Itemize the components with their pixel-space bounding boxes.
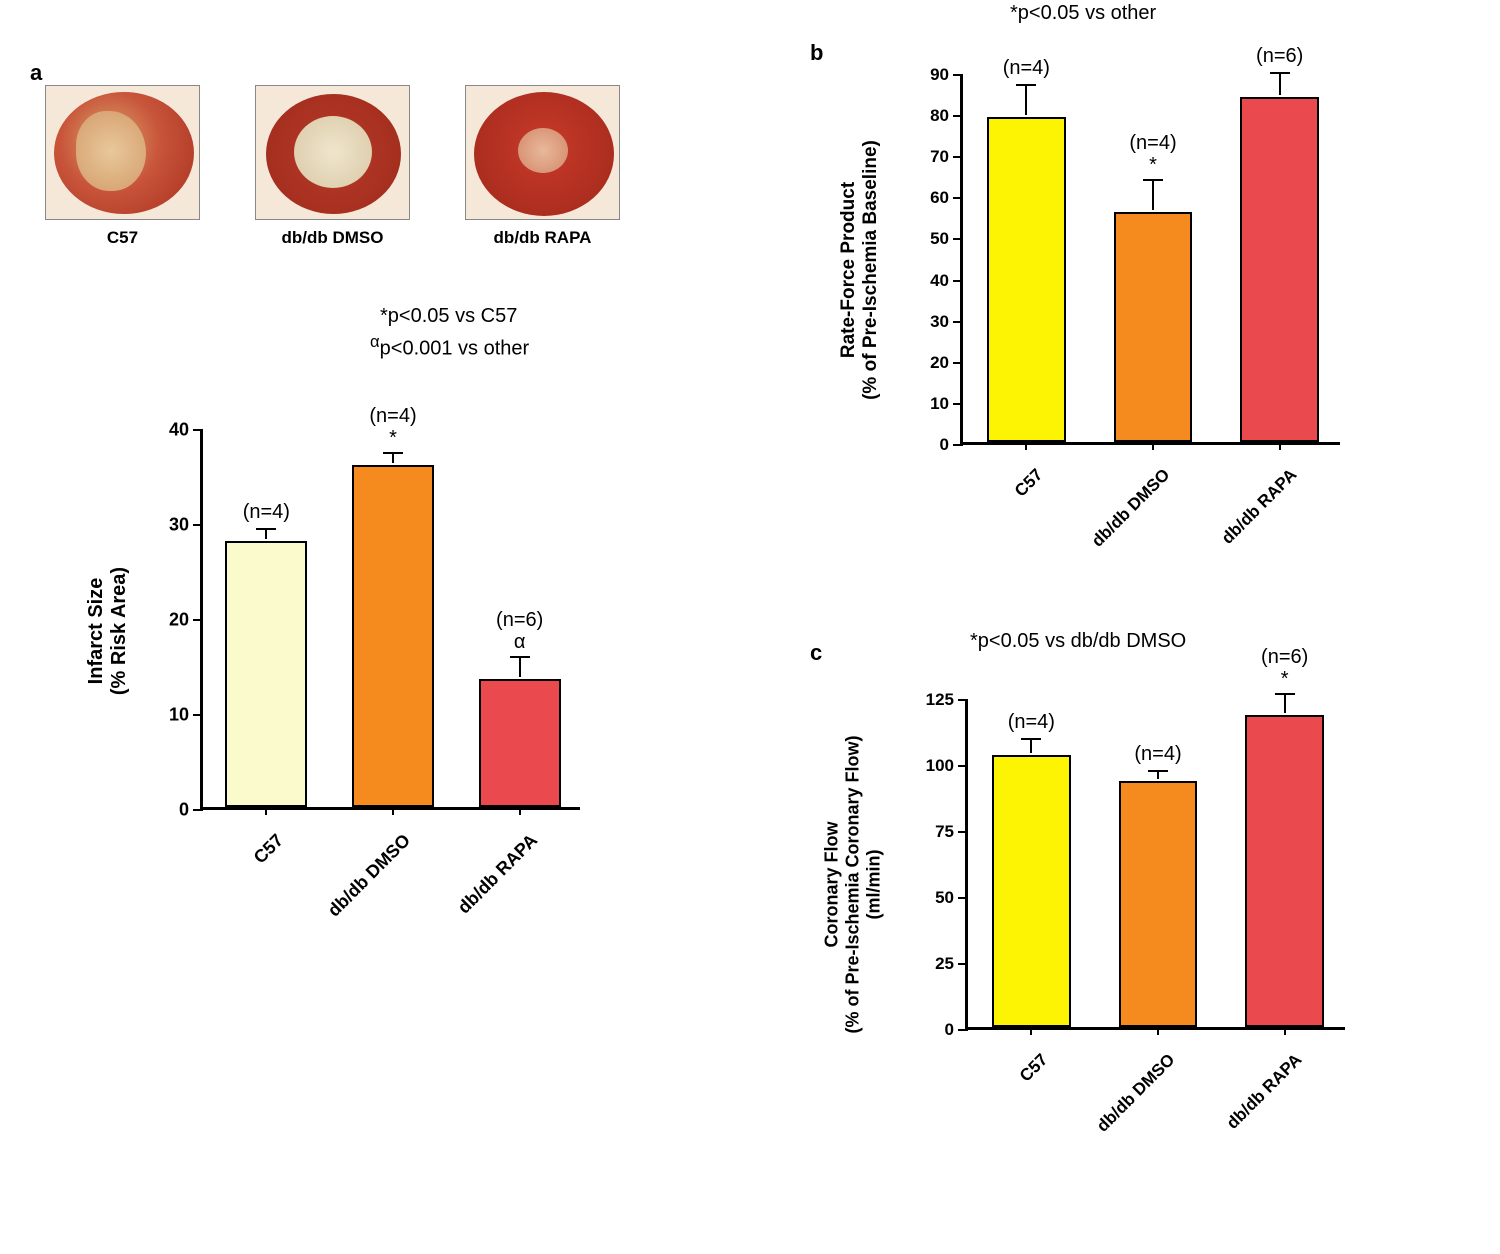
- chart-c-stat-note: *p<0.05 vs db/db DMSO: [970, 630, 1186, 653]
- y-tick-label: 50: [935, 888, 954, 908]
- panel-label-b: b: [810, 40, 823, 66]
- y-tick-label: 50: [930, 229, 949, 249]
- tissue-label-rapa: db/db RAPA: [465, 228, 620, 248]
- y-tick-label: 30: [930, 312, 949, 332]
- chart-b-stat-note: *p<0.05 vs other: [1010, 2, 1156, 25]
- n-label: (n=6): [1242, 45, 1317, 68]
- y-axis-label: Rate-Force Product(% of Pre-Ischemia Bas…: [838, 85, 882, 455]
- y-tick-label: 75: [935, 822, 954, 842]
- tissue-item-rapa: db/db RAPA: [465, 85, 620, 248]
- y-tick-label: 100: [926, 756, 954, 776]
- x-tick-label: db/db DMSO: [1054, 465, 1174, 585]
- significance-marker: *: [1116, 154, 1191, 177]
- tissue-label-c57: C57: [45, 228, 200, 248]
- x-tick-label: db/db DMSO: [294, 830, 415, 951]
- significance-marker: *: [354, 427, 432, 450]
- bar: (n=4): [992, 755, 1071, 1027]
- y-tick-label: 40: [930, 271, 949, 291]
- bar: α(n=6): [479, 679, 561, 807]
- chart-a-stat-note-1: *p<0.05 vs C57: [380, 305, 517, 328]
- bar: (n=4): [1119, 781, 1198, 1027]
- y-tick-label: 70: [930, 147, 949, 167]
- significance-marker: α: [481, 631, 559, 654]
- n-label: (n=4): [227, 501, 305, 524]
- significance-marker: *: [1247, 668, 1322, 691]
- x-tick-label: db/db RAPA: [421, 830, 542, 951]
- y-tick-label: 0: [945, 1020, 954, 1040]
- tissue-item-c57: C57: [45, 85, 200, 248]
- tissue-item-dmso: db/db DMSO: [255, 85, 410, 248]
- chart-a-stat-note-2: αp<0.001 vs other: [370, 332, 529, 361]
- y-tick-label: 60: [930, 188, 949, 208]
- bar: *(n=6): [1245, 715, 1324, 1027]
- bar: (n=4): [987, 117, 1066, 442]
- x-tick-label: db/db RAPA: [1181, 465, 1301, 585]
- n-label: (n=4): [354, 405, 432, 428]
- n-label: (n=4): [989, 57, 1064, 80]
- bar: (n=4): [225, 541, 307, 807]
- plot-area: 010203040(n=4)*(n=4)α(n=6): [200, 430, 580, 810]
- chart-b-wrap: Rate-Force Product(% of Pre-Ischemia Bas…: [850, 75, 1370, 625]
- chart-a: Infarct Size(% Risk Area)010203040(n=4)*…: [90, 430, 610, 990]
- y-axis-label: Coronary Flow(% of Pre-Ischemia Coronary…: [822, 720, 885, 1050]
- y-tick-label: 125: [926, 690, 954, 710]
- n-label: (n=4): [994, 711, 1069, 734]
- y-tick-label: 0: [940, 435, 949, 455]
- bar: *(n=4): [1114, 212, 1193, 442]
- tissue-image-dmso: [255, 85, 410, 220]
- chart-c-wrap: Coronary Flow(% of Pre-Ischemia Coronary…: [855, 700, 1375, 1210]
- y-tick-label: 20: [930, 353, 949, 373]
- tissue-image-c57: [45, 85, 200, 220]
- n-label: (n=6): [481, 609, 559, 632]
- x-tick-label: db/db DMSO: [1059, 1050, 1179, 1170]
- plot-area: 0255075100125(n=4)(n=4)*(n=6): [965, 700, 1345, 1030]
- chart-b: Rate-Force Product(% of Pre-Ischemia Bas…: [850, 75, 1370, 625]
- tissue-image-row: C57 db/db DMSO db/db RAPA: [45, 85, 620, 248]
- y-tick-label: 25: [935, 954, 954, 974]
- x-tick-label: C57: [167, 830, 288, 951]
- tissue-image-rapa: [465, 85, 620, 220]
- chart-a-wrap: Infarct Size(% Risk Area)010203040(n=4)*…: [90, 430, 610, 990]
- y-axis-label: Infarct Size(% Risk Area): [85, 441, 131, 821]
- x-tick-label: db/db RAPA: [1186, 1050, 1306, 1170]
- x-tick-label: C57: [932, 1050, 1052, 1170]
- y-tick-label: 90: [930, 65, 949, 85]
- y-tick-label: 0: [179, 800, 189, 821]
- tissue-label-dmso: db/db DMSO: [255, 228, 410, 248]
- x-tick-label: C57: [927, 465, 1047, 585]
- y-tick-label: 30: [169, 515, 189, 536]
- chart-c: Coronary Flow(% of Pre-Ischemia Coronary…: [855, 700, 1375, 1210]
- n-label: (n=4): [1121, 743, 1196, 766]
- y-tick-label: 20: [169, 610, 189, 631]
- plot-area: 0102030405060708090(n=4)*(n=4)(n=6): [960, 75, 1340, 445]
- bar: *(n=4): [352, 465, 434, 807]
- bar: (n=6): [1240, 97, 1319, 442]
- y-tick-label: 10: [169, 705, 189, 726]
- n-label: (n=4): [1116, 132, 1191, 155]
- panel-label-c: c: [810, 640, 822, 666]
- y-tick-label: 10: [930, 394, 949, 414]
- y-tick-label: 80: [930, 106, 949, 126]
- n-label: (n=6): [1247, 646, 1322, 669]
- y-tick-label: 40: [169, 420, 189, 441]
- panel-label-a: a: [30, 60, 42, 86]
